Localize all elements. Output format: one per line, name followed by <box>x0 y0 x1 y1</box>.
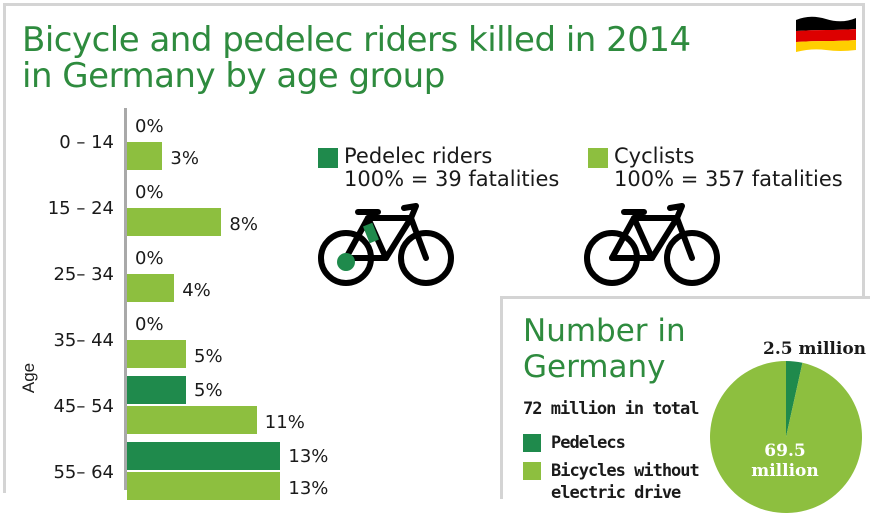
pie-slice-bicycle <box>710 361 862 513</box>
germany-flag-icon <box>796 16 856 52</box>
inset-title-line-2: Germany <box>523 349 666 385</box>
title-line-1: Bicycle and pedelec riders killed in 201… <box>22 20 691 60</box>
title-line-2: in Germany by age group <box>22 56 445 96</box>
age-category-label: 0 – 14 <box>59 132 114 153</box>
age-category-label: 45– 54 <box>53 396 114 417</box>
germany-inset: Number in Germany 72 million in total Pe… <box>500 296 870 513</box>
pie-label-bicycle-line-1: 69.5 <box>764 441 806 461</box>
bar-cyclist <box>127 406 257 434</box>
pedelec-bike-icon <box>318 203 454 286</box>
value-label-pedelec: 5% <box>194 380 223 401</box>
legend-pedelec-note: 100% = 39 fatalities <box>344 167 560 191</box>
inset-title: Number in Germany <box>523 313 686 385</box>
bar-pedelec <box>127 442 281 470</box>
pie-chart <box>710 361 862 513</box>
inset-legend-bicycle-line-2: electric drive <box>551 483 681 503</box>
inset-total: 72 million in total <box>523 399 699 419</box>
legend-cyclist-label: Cyclists <box>614 144 695 168</box>
inset-title-line-1: Number in <box>523 313 686 349</box>
age-category-label: 15 – 24 <box>47 198 114 219</box>
pie-slice-pedelec <box>786 361 803 437</box>
bar-cyclist <box>127 472 281 500</box>
chart-title: Bicycle and pedelec riders killed in 201… <box>22 22 691 94</box>
y-axis-label: Age <box>19 362 39 394</box>
value-label-cyclist: 13% <box>288 478 329 499</box>
legend-pedelec-label: Pedelec riders <box>344 144 493 168</box>
infographic-frame <box>3 3 865 493</box>
inset-legend-bicycle-line-1: Bicycles without <box>551 461 700 481</box>
y-axis-line <box>124 108 127 490</box>
value-label-pedelec: 0% <box>135 314 164 335</box>
pie-label-pedelec: 2.5 million <box>763 339 867 359</box>
value-label-pedelec: 13% <box>288 446 329 467</box>
legend-swatch-pedelec <box>318 148 338 168</box>
legend-swatch-cyclist <box>588 148 608 168</box>
bar-cyclist <box>127 208 222 236</box>
value-label-cyclist: 4% <box>182 280 211 301</box>
value-label-cyclist: 5% <box>194 346 223 367</box>
value-label-cyclist: 11% <box>264 412 305 433</box>
inset-swatch-bicycle <box>523 462 541 480</box>
value-label-pedelec: 0% <box>135 116 164 137</box>
inset-legend-bicycle: Bicycles without electric drive <box>551 460 700 504</box>
legend-pedelec: Pedelec riders 100% = 39 fatalities <box>344 145 559 191</box>
inset-swatch-pedelec <box>523 434 541 452</box>
bar-pedelec <box>127 376 186 404</box>
value-label-cyclist: 3% <box>170 148 199 169</box>
bicycle-icon <box>584 203 720 286</box>
pie-label-bicycle-line-2: million <box>751 461 819 481</box>
inset-legend-pedelec: Pedelecs <box>551 433 626 453</box>
value-label-pedelec: 0% <box>135 248 164 269</box>
value-label-cyclist: 8% <box>229 214 258 235</box>
legend-cyclist-note: 100% = 357 fatalities <box>614 167 843 191</box>
pie-label-bicycle: 69.5 million <box>749 441 821 481</box>
bar-cyclist <box>127 274 175 302</box>
value-label-pedelec: 0% <box>135 182 164 203</box>
age-category-label: 25– 34 <box>53 264 114 285</box>
age-category-label: 55– 64 <box>53 462 114 483</box>
bar-cyclist <box>127 142 163 170</box>
age-category-label: 35– 44 <box>53 330 114 351</box>
legend-cyclist: Cyclists 100% = 357 fatalities <box>614 145 843 191</box>
bar-cyclist <box>127 340 186 368</box>
